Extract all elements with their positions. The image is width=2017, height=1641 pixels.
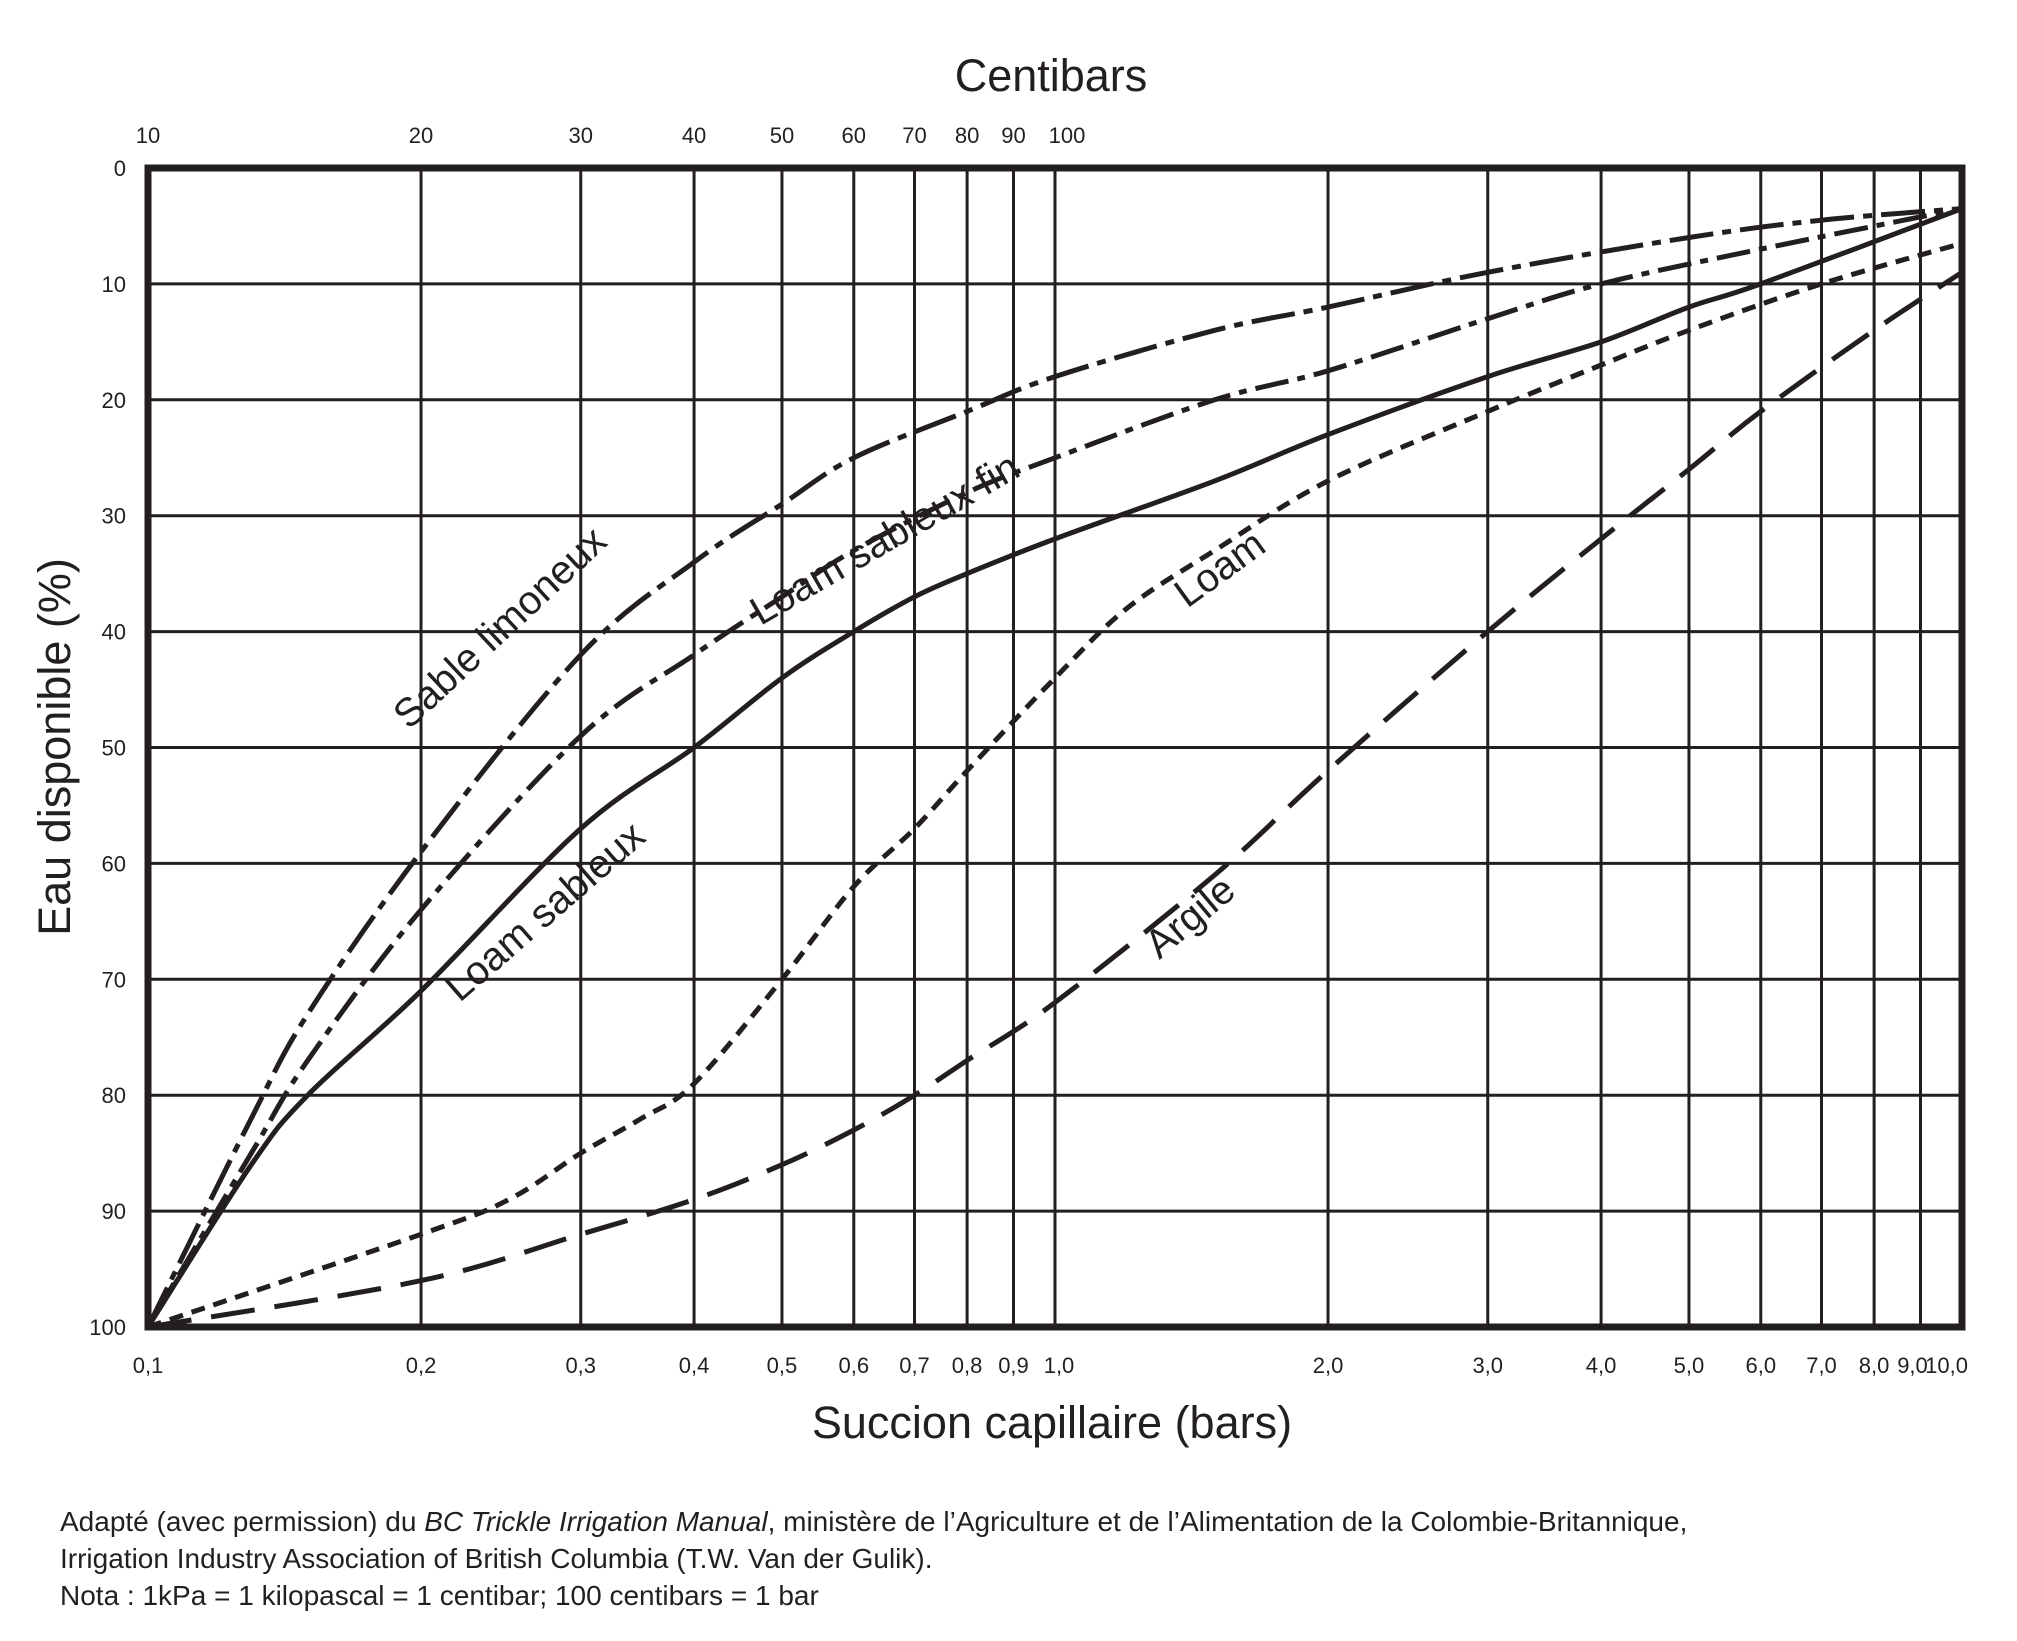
x-tick-label: 0,3 bbox=[565, 1353, 596, 1378]
top-axis-title: Centibars bbox=[955, 50, 1148, 101]
y-tick-label: 0 bbox=[114, 156, 126, 181]
x-tick-label: 9,0 bbox=[1897, 1353, 1928, 1378]
y-tick-label: 40 bbox=[102, 620, 126, 645]
y-tick-label: 20 bbox=[102, 388, 126, 413]
y-tick-label: 50 bbox=[102, 736, 126, 761]
x-tick-label: 10,0 bbox=[1925, 1353, 1968, 1378]
curve-label-loam-sableux-fin: Loam sableux fin bbox=[743, 445, 1027, 634]
x-tick-label: 0,6 bbox=[838, 1353, 869, 1378]
x-tick-label: 0,5 bbox=[767, 1353, 798, 1378]
top-tick-label: 10 bbox=[136, 123, 160, 148]
x-tick-label: 0,8 bbox=[952, 1353, 983, 1378]
top-tick-label: 40 bbox=[682, 123, 706, 148]
series-lines bbox=[145, 206, 1964, 1330]
x-tick-label: 1,0 bbox=[1044, 1353, 1075, 1378]
series-line-loam-sableux bbox=[145, 206, 1963, 1329]
curve-label-loam: Loam bbox=[1167, 522, 1274, 616]
caption-line-2: Irrigation Industry Association of Briti… bbox=[60, 1543, 933, 1574]
plot-border bbox=[144, 164, 1966, 1331]
caption-line-3: Nota : 1kPa = 1 kilopascal = 1 centibar;… bbox=[60, 1580, 819, 1611]
y-axis-title: Eau disponible (%) bbox=[29, 558, 80, 936]
top-tick-label: 90 bbox=[1001, 123, 1025, 148]
series-line-argile bbox=[147, 270, 1964, 1330]
x-tick-label: 0,9 bbox=[998, 1353, 1029, 1378]
x-tick-label: 8,0 bbox=[1859, 1353, 1890, 1378]
x-tick-label: 2,0 bbox=[1313, 1353, 1344, 1378]
caption-line-1: Adapté (avec permission) du BC Trickle I… bbox=[60, 1506, 1688, 1537]
y-tick-label: 90 bbox=[102, 1199, 126, 1224]
x-tick-label: 0,2 bbox=[406, 1353, 437, 1378]
x-tick-label: 3,0 bbox=[1472, 1353, 1503, 1378]
x-tick-label: 0,7 bbox=[899, 1353, 930, 1378]
x-tick-label: 5,0 bbox=[1674, 1353, 1705, 1378]
y-tick-label: 10 bbox=[102, 272, 126, 297]
x-tick-label: 0,1 bbox=[133, 1353, 164, 1378]
tick-labels: 0 10 20 30 40 50 60 70 80 90 100 0,1 0,2 0,3 0,4 0,5 0,6… bbox=[89, 123, 1968, 1378]
top-tick-label: 50 bbox=[770, 123, 794, 148]
source-caption: Adapté (avec permission) du BC Trickle I… bbox=[60, 1503, 1687, 1614]
top-tick-label: 60 bbox=[842, 123, 866, 148]
top-tick-label: 30 bbox=[569, 123, 593, 148]
x-tick-label: 7,0 bbox=[1806, 1353, 1837, 1378]
y-tick-label: 100 bbox=[89, 1315, 126, 1340]
x-axis-title: Succion capillaire (bars) bbox=[812, 1397, 1292, 1448]
manual-title: BC Trickle Irrigation Manual bbox=[424, 1506, 768, 1537]
y-tick-label: 60 bbox=[102, 851, 126, 876]
series-line-loam-sableux-fin bbox=[145, 206, 1963, 1329]
y-tick-label: 70 bbox=[102, 967, 126, 992]
top-tick-label: 100 bbox=[1049, 123, 1086, 148]
top-tick-label: 70 bbox=[902, 123, 926, 148]
x-tick-label: 4,0 bbox=[1586, 1353, 1617, 1378]
top-tick-label: 80 bbox=[955, 123, 979, 148]
x-tick-label: 6,0 bbox=[1745, 1353, 1776, 1378]
top-tick-label: 20 bbox=[409, 123, 433, 148]
curve-label-argile: Argile bbox=[1137, 867, 1244, 966]
grid bbox=[146, 166, 1964, 1329]
plot-frame bbox=[144, 164, 1966, 1331]
series-line-sable-limoneux bbox=[145, 206, 1963, 1329]
x-tick-label: 0,4 bbox=[679, 1353, 710, 1378]
y-tick-label: 30 bbox=[102, 504, 126, 529]
series-line-loam bbox=[147, 240, 1963, 1330]
y-tick-label: 80 bbox=[102, 1083, 126, 1108]
